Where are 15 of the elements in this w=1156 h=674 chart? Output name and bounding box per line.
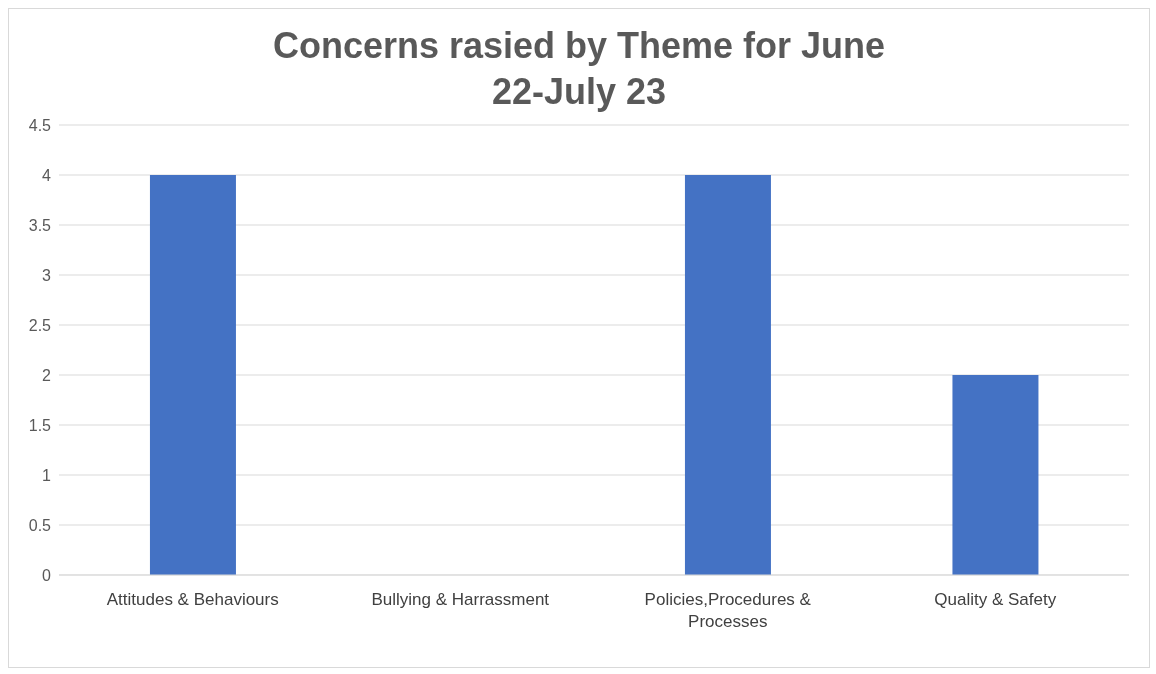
x-tick-label: Quality & Safety [934,590,1057,609]
x-tick-label: Bullying & Harrassment [371,590,550,609]
y-tick-label: 4 [42,166,52,184]
y-tick-label: 1 [42,466,52,484]
y-tick-label: 1.5 [28,416,52,434]
x-tick-label: Attitudes & Behaviours [106,590,279,609]
y-tick-label: 3 [42,266,52,284]
y-tick-label: 0.5 [28,516,52,534]
y-tick-label: 3.5 [28,216,52,234]
x-tick-label: Policies,Procedures & Processes [644,590,812,631]
y-tick-label: 2.5 [28,316,52,334]
y-tick-label: 0 [42,566,52,584]
chart-title: Concerns rasied by Theme for June 22-July 23 [271,24,887,114]
y-tick-label: 4.5 [28,116,52,134]
y-tick-label: 2 [42,366,52,384]
